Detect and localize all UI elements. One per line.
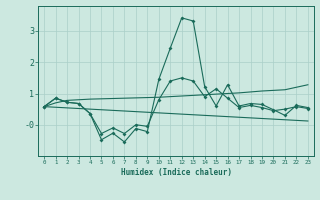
- X-axis label: Humidex (Indice chaleur): Humidex (Indice chaleur): [121, 168, 231, 177]
